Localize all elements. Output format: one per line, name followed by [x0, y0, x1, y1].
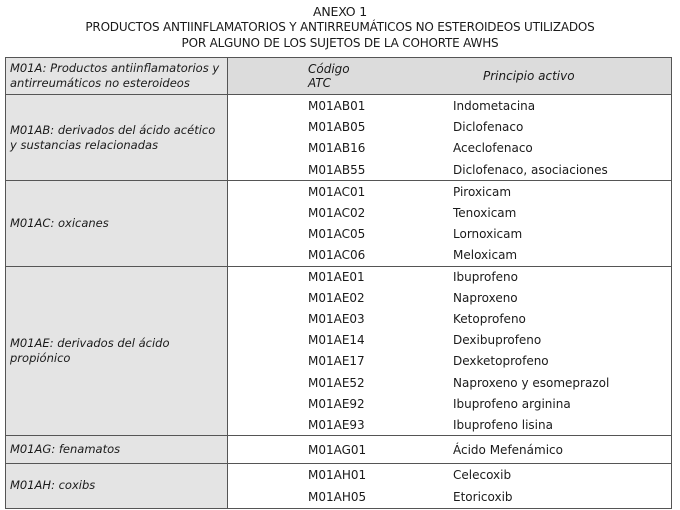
atc-code: M01AE14: [308, 333, 365, 348]
active-ingredient: Dexibuprofeno: [453, 333, 542, 348]
atc-code: M01AE17: [308, 354, 365, 369]
table-title-line-2: POR ALGUNO DE LOS SUJETOS DE LA COHORTE …: [181, 36, 499, 50]
table-row: M01AH01 Celecoxib: [228, 464, 671, 486]
active-ingredient: Indometacina: [453, 98, 536, 113]
active-ingredient: Naproxeno: [453, 291, 518, 306]
table-row: M01AC06 Meloxicam: [228, 244, 671, 265]
table-row: M01AB55 Diclofenaco, asociaciones: [228, 159, 671, 180]
atc-code: M01AH05: [308, 489, 367, 504]
atc-code: M01AC01: [308, 184, 366, 199]
atc-code: M01AH01: [308, 468, 367, 483]
table-row: M01AH05 Etoricoxib: [228, 486, 671, 508]
atc-code: M01AB01: [308, 98, 366, 113]
table-title-line-1: PRODUCTOS ANTIINFLAMATORIOS Y ANTIRREUMÁ…: [85, 20, 595, 34]
group-rows: M01AB01 Indometacina M01AB05 Diclofenaco M01…: [228, 95, 671, 180]
table-row: M01AE02 Naproxeno: [228, 288, 671, 309]
group-rows: M01AH01 Celecoxib M01AH05 Etoricoxib: [228, 464, 671, 507]
active-ingredient: Celecoxib: [453, 468, 512, 483]
group-rows: M01AC01 Piroxicam M01AC02 Tenoxicam M01AC05 L…: [228, 181, 671, 265]
group-label: M01AC: oxicanes: [6, 181, 228, 266]
group-label: M01AG: fenamatos: [6, 436, 228, 464]
atc-table: M01A: Productos antiinflamatorios y anti…: [5, 57, 672, 509]
atc-code: M01AC05: [308, 226, 366, 241]
header-code: Código ATC: [308, 62, 350, 90]
table-row: M01AE03 Ketoprofeno: [228, 309, 671, 330]
annex-title: ANEXO 1: [313, 4, 367, 19]
group-label: M01AB: derivados del ácido acético y sus…: [6, 95, 228, 181]
header-group: M01A: Productos antiinflamatorios y anti…: [6, 58, 228, 94]
atc-code: M01AB55: [308, 162, 366, 177]
group-label: M01AH: coxibs: [6, 464, 228, 508]
table-row: M01AB01 Indometacina: [228, 95, 671, 116]
table-header: M01A: Productos antiinflamatorios y anti…: [6, 58, 671, 95]
active-ingredient: Diclofenaco: [453, 119, 524, 134]
active-ingredient: Ketoprofeno: [453, 312, 526, 327]
active-ingredient: Ibuprofeno: [453, 270, 518, 285]
table-row: M01AC01 Piroxicam: [228, 181, 671, 202]
active-ingredient: Ibuprofeno arginina: [453, 396, 571, 411]
active-ingredient: Lornoxicam: [453, 226, 523, 241]
table-row: M01AC05 Lornoxicam: [228, 223, 671, 244]
active-ingredient: Diclofenaco, asociaciones: [453, 162, 608, 177]
table-group: M01AC: oxicanes M01AC01 Piroxicam M01AC02 Te…: [6, 181, 671, 267]
group-label: M01AE: derivados del ácido propiónico: [6, 266, 228, 436]
atc-code: M01AE01: [308, 270, 365, 285]
table-row: M01AB16 Aceclofenaco: [228, 138, 671, 159]
table-group: M01AG: fenamatos M01AG01 Ácido Mefenámico: [6, 436, 671, 465]
table-row: M01AE01 Ibuprofeno: [228, 267, 671, 288]
table-row: M01AE52 Naproxeno y esomeprazol: [228, 372, 671, 393]
active-ingredient: Etoricoxib: [453, 489, 513, 504]
table-row: M01AE17 Dexketoprofeno: [228, 351, 671, 372]
active-ingredient: Tenoxicam: [453, 205, 517, 220]
active-ingredient: Piroxicam: [453, 184, 512, 199]
atc-code: M01AE93: [308, 417, 365, 432]
active-ingredient: Meloxicam: [453, 248, 518, 263]
table-row: M01AE14 Dexibuprofeno: [228, 330, 671, 351]
table-row: M01AG01 Ácido Mefenámico: [228, 436, 671, 463]
atc-code: M01AC06: [308, 248, 366, 263]
table-group: M01AH: coxibs M01AH01 Celecoxib M01AH05 Etor…: [6, 464, 671, 508]
atc-code: M01AE03: [308, 312, 365, 327]
atc-code: M01AC02: [308, 205, 366, 220]
table-group: M01AE: derivados del ácido propiónico M01…: [6, 266, 671, 437]
atc-code: M01AE52: [308, 375, 365, 390]
group-rows: M01AE01 Ibuprofeno M01AE02 Naproxeno M01AE03…: [228, 267, 671, 436]
table-row: M01AE92 Ibuprofeno arginina: [228, 393, 671, 414]
atc-code: M01AE02: [308, 291, 365, 306]
table-body: M01AB: derivados del ácido acético y sus…: [6, 95, 671, 508]
table-row: M01AC02 Tenoxicam: [228, 202, 671, 223]
table-group: M01AB: derivados del ácido acético y sus…: [6, 95, 671, 182]
atc-code: M01AB16: [308, 141, 366, 156]
group-rows: M01AG01 Ácido Mefenámico: [228, 436, 671, 463]
atc-code: M01AG01: [308, 442, 367, 457]
table-row: M01AE93 Ibuprofeno lisina: [228, 414, 671, 435]
active-ingredient: Ibuprofeno lisina: [453, 417, 553, 432]
atc-code: M01AB05: [308, 119, 366, 134]
atc-code: M01AE92: [308, 396, 365, 411]
active-ingredient: Naproxeno y esomeprazol: [453, 375, 610, 390]
active-ingredient: Aceclofenaco: [453, 141, 533, 156]
table-row: M01AB05 Diclofenaco: [228, 116, 671, 137]
active-ingredient: Dexketoprofeno: [453, 354, 549, 369]
active-ingredient: Ácido Mefenámico: [453, 442, 563, 457]
header-active: Principio activo: [483, 69, 575, 83]
